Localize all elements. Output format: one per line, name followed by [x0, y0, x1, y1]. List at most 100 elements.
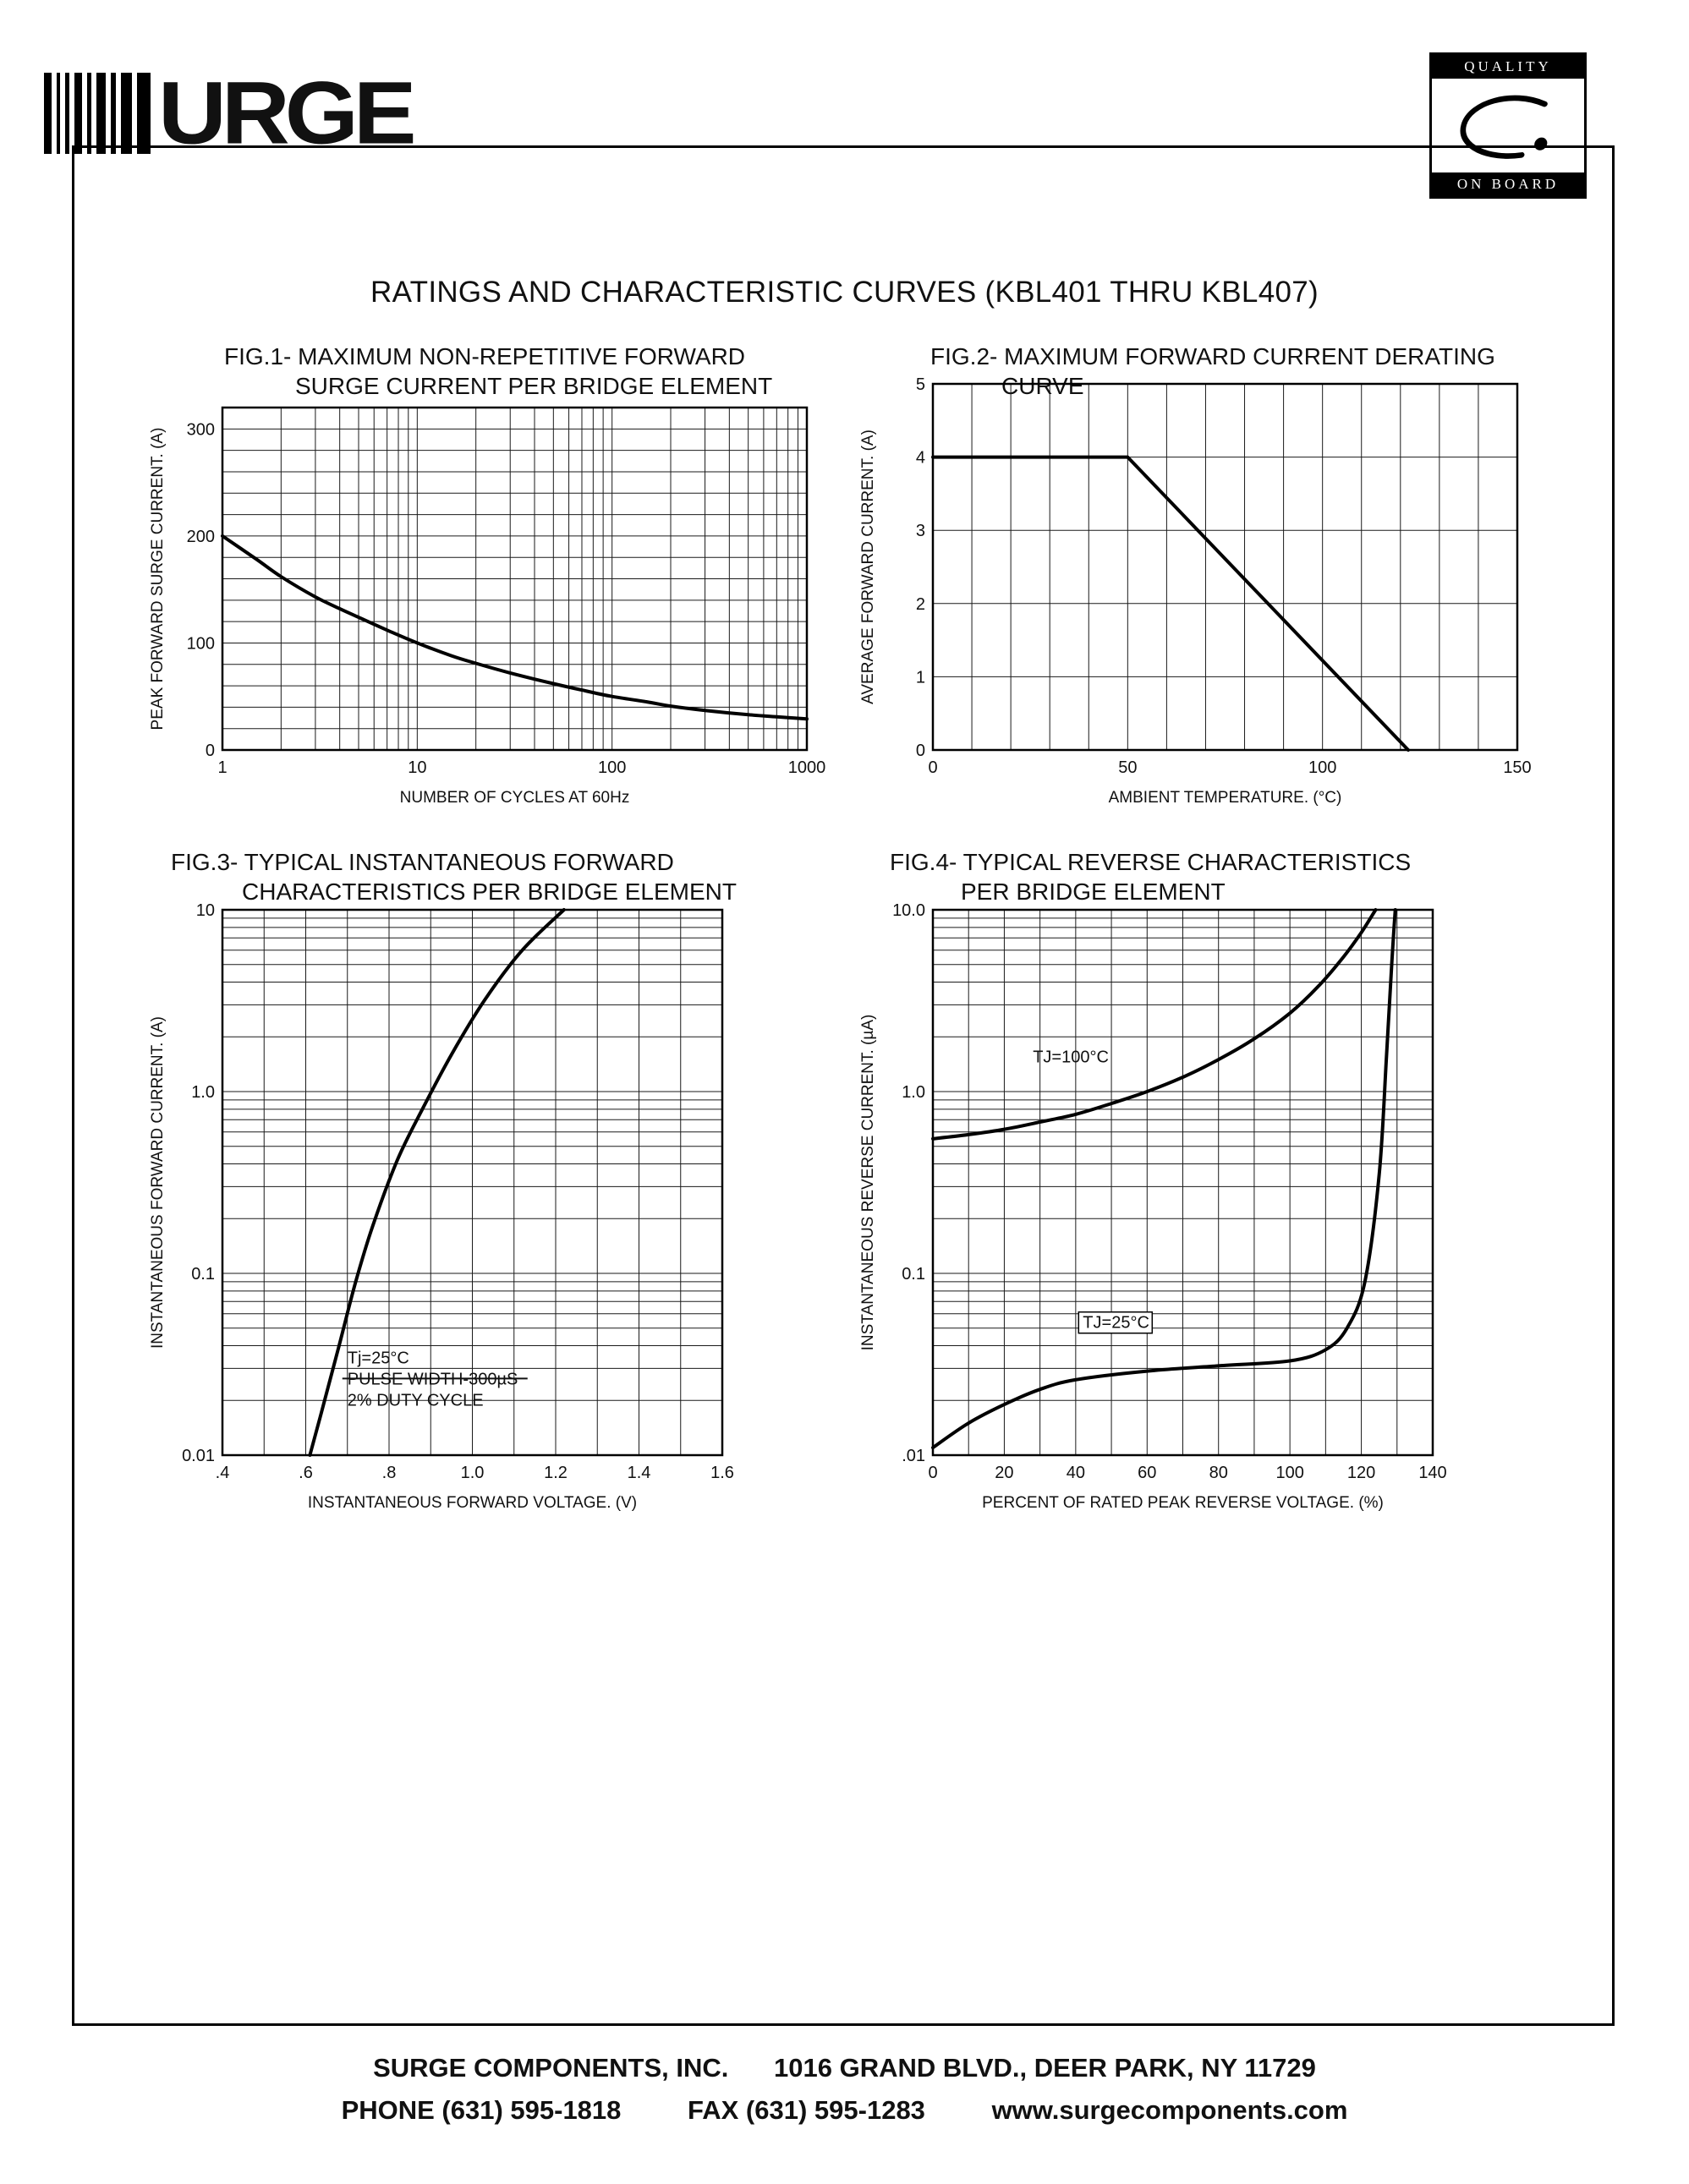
fig2-curve-0 [931, 455, 1410, 752]
fig3-title: FIG.3- TYPICAL INSTANTANEOUS FORWARD CHA… [171, 847, 737, 906]
fig2-grid [932, 383, 1518, 751]
fig4-axis-labels: PERCENT OF RATED PEAK REVERSE VOLTAGE. (… [859, 1015, 1384, 1512]
fig1-title-line1: FIG.1- MAXIMUM NON-REPETITIVE FORWARD [224, 343, 746, 369]
fig4-title-line1: FIG.4- TYPICAL REVERSE CHARACTERISTICS [890, 849, 1412, 875]
svg-text:INSTANTANEOUS FORWARD VOLTAGE.: INSTANTANEOUS FORWARD VOLTAGE. (V) [308, 1494, 637, 1512]
svg-text:150: 150 [1503, 758, 1531, 777]
fig4-annotation-1: TJ=25°C [1078, 1311, 1154, 1334]
fig4-curve-0 [931, 908, 1378, 1141]
fig4-title-line2: PER BRIDGE ELEMENT [961, 879, 1226, 905]
svg-text:100: 100 [1275, 1464, 1303, 1482]
svg-text:100: 100 [187, 634, 215, 653]
svg-text:1.4: 1.4 [628, 1464, 651, 1482]
svg-text:PEAK FORWARD SURGE CURRENT. (A: PEAK FORWARD SURGE CURRENT. (A) [149, 428, 167, 731]
fig4-tick-labels: 0 20 40 60 80 100 120 140 10.0 1.0 0.1 .01 [892, 901, 1447, 1482]
svg-text:50: 50 [1118, 758, 1137, 777]
svg-text:0: 0 [928, 1464, 937, 1482]
fig4-title: FIG.4- TYPICAL REVERSE CHARACTERISTICS P… [890, 847, 1411, 906]
svg-text:.01: .01 [902, 1447, 925, 1465]
fig2-plot-border [931, 382, 1519, 752]
footer-phone: PHONE (631) 595-1818 [341, 2095, 622, 2125]
fig3-chart: .4.6.8 1.0 1.2 1.4 1.6 10 1.0 0.1 0.01 INSTANTANE… [142, 898, 734, 1528]
footer-fax: FAX (631) 595-1283 [688, 2095, 925, 2125]
svg-text:AVERAGE FORWARD CURRENT. (A): AVERAGE FORWARD CURRENT. (A) [859, 430, 877, 704]
fig1-axis-labels: NUMBER OF CYCLES AT 60Hz PEAK FORWARD SUR… [149, 428, 629, 807]
svg-text:4: 4 [916, 449, 925, 468]
svg-text:Tj=25°C: Tj=25°C [348, 1349, 409, 1367]
fig3-plot: .4.6.8 1.0 1.2 1.4 1.6101.00.10.01INSTANTANE… [149, 901, 734, 1512]
svg-text:140: 140 [1418, 1464, 1446, 1482]
content-border [72, 145, 1615, 2026]
footer-website: www.surgecomponents.com [991, 2095, 1348, 2125]
fig1-title-line2: SURGE CURRENT PER BRIDGE ELEMENT [295, 373, 773, 399]
svg-text:1: 1 [916, 668, 925, 687]
svg-text:0: 0 [206, 742, 215, 760]
fig4-plot-border [931, 908, 1434, 1457]
svg-text:10.0: 10.0 [892, 901, 925, 920]
footer-company: SURGE COMPONENTS, INC. [373, 2053, 729, 2083]
svg-text:0.1: 0.1 [902, 1265, 925, 1284]
svg-text:INSTANTANEOUS REVERSE CURRENT.: INSTANTANEOUS REVERSE CURRENT. (µA) [859, 1015, 877, 1351]
fig3-curve-0 [308, 908, 566, 1457]
fig3-tick-labels: .4 .6 .8 1.0 1.2 1.4 1.6 10 1.0 0.1 0.01 [182, 901, 734, 1482]
fig4-plot: 0 20 40 60 80 100 120 140 10.0 1.0 0.1 .01 PERCENT O… [859, 901, 1447, 1512]
fig3-title-line2: CHARACTERISTICS PER BRIDGE ELEMENT [242, 879, 737, 905]
svg-text:INSTANTANEOUS FORWARD CURRENT.: INSTANTANEOUS FORWARD CURRENT. (A) [149, 1016, 167, 1349]
fig1-title: FIG.1- MAXIMUM NON-REPETITIVE FORWARD SU… [224, 342, 772, 401]
fig4-curve-1 [931, 908, 1397, 1450]
fig1-grid [222, 407, 808, 751]
fig2-title-line1: FIG.2- MAXIMUM FORWARD CURRENT DERATING [930, 343, 1495, 369]
fig4-chart: 0 20 40 60 80 100 120 140 10.0 1.0 0.1 .01 PERCENT O… [853, 898, 1447, 1528]
fig2-chart: 0 50 100 150 0 1 2 3 4 5 AMBIENT TEMPERATURE. (°C)… [853, 372, 1532, 823]
svg-text:120: 120 [1347, 1464, 1375, 1482]
svg-text:1.0: 1.0 [191, 1083, 215, 1102]
logo-text: URGE [158, 63, 417, 163]
quality-badge: QUALITY ON BOARD [1429, 52, 1587, 199]
footer-address: 1016 GRAND BLVD., DEER PARK, NY 11729 [774, 2053, 1316, 2083]
fig1-chart: 1 10 100 1000 0 100 200 300 NUMBER OF CYCLES AT … [142, 396, 825, 823]
svg-text:10: 10 [196, 901, 215, 920]
svg-text:300: 300 [187, 420, 215, 439]
svg-text:20: 20 [995, 1464, 1013, 1482]
svg-text:AMBIENT TEMPERATURE. (°C): AMBIENT TEMPERATURE. (°C) [1109, 789, 1342, 807]
fig4-grid [932, 909, 1434, 1456]
svg-text:1: 1 [217, 758, 227, 777]
fig2-axis-labels: AMBIENT TEMPERATURE. (°C) AVERAGE FORWARD… [859, 430, 1341, 807]
fig3-plot-border [221, 908, 724, 1457]
svg-text:1.6: 1.6 [710, 1464, 734, 1482]
svg-text:200: 200 [187, 528, 215, 546]
fig3-title-line1: FIG.3- TYPICAL INSTANTANEOUS FORWARD [171, 849, 674, 875]
fig2-plot: 0 50 100 150 0 1 2 3 4 5 AMBIENT TEMPERATURE. (°C)… [859, 375, 1532, 807]
surge-logo: URGE [44, 63, 417, 163]
svg-text:60: 60 [1138, 1464, 1156, 1482]
svg-text:1.0: 1.0 [902, 1083, 925, 1102]
footer-line2: PHONE (631) 595-1818 FAX (631) 595-1283 … [0, 2095, 1689, 2126]
fig3-annotation-0: Tj=25°C PULSE WIDTH-300µS 2% DUTY CYCLE [342, 1349, 528, 1409]
svg-text:80: 80 [1209, 1464, 1228, 1482]
fig4-annotation-0: TJ=100°C [1033, 1048, 1109, 1066]
svg-text:.6: .6 [299, 1464, 313, 1482]
svg-text:0.01: 0.01 [182, 1447, 215, 1465]
badge-quality-label: QUALITY [1432, 55, 1584, 79]
svg-text:1.0: 1.0 [461, 1464, 485, 1482]
logo-barcode-icon [44, 73, 156, 154]
svg-text:PULSE WIDTH-300µS: PULSE WIDTH-300µS [348, 1370, 518, 1388]
svg-text:2% DUTY CYCLE: 2% DUTY CYCLE [348, 1391, 484, 1409]
svg-text:40: 40 [1067, 1464, 1085, 1482]
fig2-title: FIG.2- MAXIMUM FORWARD CURRENT DERATING … [930, 342, 1495, 401]
fig2-title-line2: CURVE [1001, 373, 1084, 399]
fig1-curve-0 [221, 534, 809, 721]
svg-text:1000: 1000 [788, 758, 826, 777]
svg-text:0.1: 0.1 [191, 1265, 215, 1284]
fig2-tick-labels: 0 50 100 150 0 1 2 3 4 5 [916, 375, 1532, 777]
svg-text:3: 3 [916, 522, 925, 540]
fig1-tick-labels: 1 10 100 1000 0 100 200 300 [187, 420, 826, 777]
footer-line1: SURGE COMPONENTS, INC. 1016 GRAND BLVD.,… [0, 2053, 1689, 2083]
svg-text:5: 5 [916, 375, 925, 394]
svg-text:0: 0 [928, 758, 937, 777]
svg-text:10: 10 [408, 758, 426, 777]
fig1-plot-border [221, 406, 809, 752]
svg-text:100: 100 [598, 758, 626, 777]
